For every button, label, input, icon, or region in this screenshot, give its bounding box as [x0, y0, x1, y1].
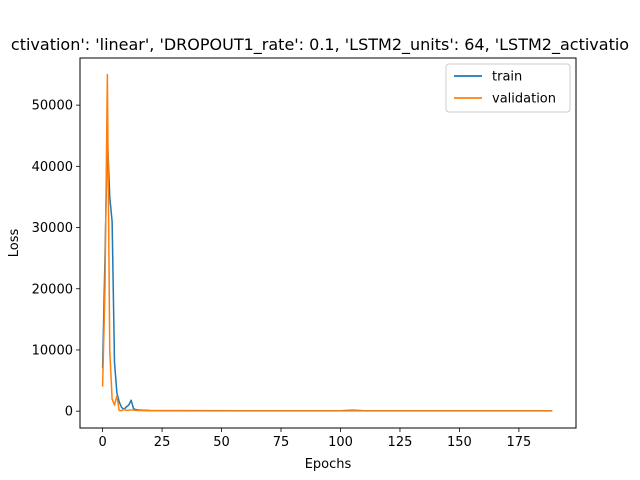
x-tick-label: 150	[447, 435, 472, 450]
y-tick-label: 50000	[32, 99, 73, 114]
x-tick-label: 100	[328, 435, 353, 450]
x-tick-label: 0	[98, 435, 106, 450]
series-line-train	[101, 134, 553, 412]
y-tick-label: 20000	[32, 282, 73, 297]
plot-frame	[79, 57, 577, 429]
x-tick-label: 175	[506, 435, 531, 450]
x-axis-ticks: 0 25 50 75 100 125 150 175	[98, 428, 531, 450]
y-tick-label: 30000	[32, 221, 73, 236]
x-tick-label: 125	[388, 435, 413, 450]
legend-label-validation: validation	[492, 92, 556, 107]
legend: train validation	[445, 63, 571, 113]
x-tick-label: 75	[273, 435, 290, 450]
y-axis-ticks: 0 10000 20000 30000 40000 50000	[32, 99, 80, 420]
x-tick-label: 25	[154, 435, 171, 450]
series-line-validation	[101, 73, 553, 412]
y-tick-label: 10000	[32, 343, 73, 358]
legend-label-train: train	[492, 70, 522, 85]
y-axis-label: Loss	[7, 229, 22, 258]
chart-title: ctivation': 'linear', 'DROPOUT1_rate': 0…	[11, 35, 629, 55]
y-tick-label: 0	[65, 405, 73, 420]
x-tick-label: 50	[213, 435, 230, 450]
x-axis-label: Epochs	[305, 457, 352, 472]
y-tick-label: 40000	[32, 160, 73, 175]
